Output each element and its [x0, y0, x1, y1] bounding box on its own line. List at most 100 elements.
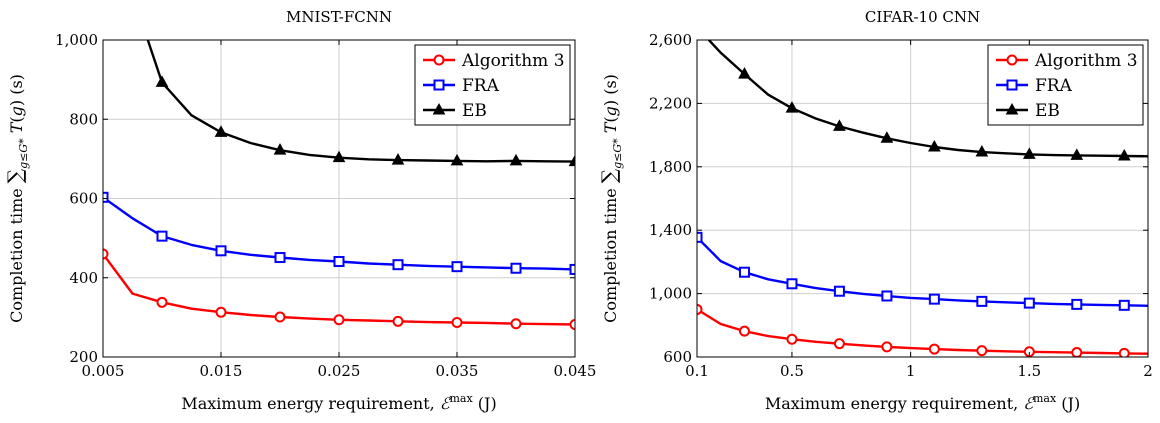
x-tick-label: 0.1: [685, 362, 709, 380]
chart-mnist-fcnn: 0.005 0.015 0.025 0.035 0.045 200 400 600 800 1,…: [3, 8, 596, 413]
data-point: [1117, 148, 1131, 161]
data-point: [392, 259, 404, 271]
series-eb: [146, 40, 575, 167]
y-tick-label: 1,000: [649, 285, 692, 303]
legend-label-eb: EB: [1035, 101, 1060, 121]
data-point: [510, 318, 522, 330]
data-point: [1022, 147, 1036, 159]
data-point: [1070, 148, 1084, 160]
y-axis-ticks: 600 1,000 1,400 1,800 2,200 2,600: [649, 31, 1148, 366]
data-point: [391, 153, 405, 165]
data-point: [975, 145, 989, 157]
x-tick-label: 0.025: [318, 362, 361, 380]
data-point: [214, 125, 228, 137]
data-point: [1023, 297, 1035, 309]
data-point: [928, 343, 940, 355]
series-algorithm-3: [697, 303, 1148, 357]
data-point: [103, 191, 109, 203]
series-line: [708, 40, 1148, 158]
data-point: [881, 290, 893, 302]
series-line: [146, 40, 575, 163]
data-point: [155, 75, 169, 87]
y-tick-label: 2,200: [649, 94, 692, 112]
data-point: [510, 262, 522, 274]
data-point: [1071, 298, 1083, 310]
x-axis-ticks: 0.005 0.015 0.025 0.035 0.045: [82, 40, 596, 380]
y-axis-label: Completion time ∑g≤G* T(g) (s): [3, 74, 30, 323]
legend: Algorithm 3 FRA EB: [414, 44, 571, 126]
data-point: [1118, 347, 1130, 357]
legend-marker: [433, 79, 445, 91]
legend-label-eb: EB: [462, 101, 487, 121]
data-point: [509, 153, 523, 166]
legend-marker: [1006, 79, 1018, 91]
x-tick-label: 1: [906, 362, 916, 380]
series-fra: [103, 191, 575, 275]
data-point: [156, 296, 168, 308]
data-point: [738, 325, 750, 337]
data-point: [1071, 347, 1083, 357]
data-point: [833, 338, 845, 350]
data-point: [569, 263, 575, 275]
series-line: [697, 308, 1148, 355]
data-point: [976, 345, 988, 357]
series-algorithm-3: [103, 248, 575, 331]
series-eb: [708, 40, 1148, 161]
data-point: [1118, 299, 1130, 311]
y-tick-label: 1,800: [649, 158, 692, 176]
data-point: [880, 131, 894, 143]
y-tick-label: 600: [69, 190, 98, 208]
data-point: [738, 266, 750, 278]
plot-area: [697, 40, 1148, 357]
data-point: [274, 311, 286, 323]
data-point: [697, 303, 703, 315]
legend-label-fra: FRA: [1035, 76, 1073, 96]
data-point: [786, 278, 798, 290]
data-point: [786, 333, 798, 345]
x-tick-label: 1.5: [1017, 362, 1041, 380]
legend-items: Algorithm 3 FRA EB: [996, 51, 1138, 121]
data-point: [156, 230, 168, 242]
plot-frame: [696, 39, 1149, 358]
legend-items: Algorithm 3 FRA EB: [423, 51, 565, 121]
data-point: [833, 285, 845, 297]
legend-marker: [1006, 54, 1018, 66]
x-axis-label: Maximum energy requirement, ℰmax (J): [181, 392, 496, 413]
data-point: [928, 139, 941, 152]
plot-area: [103, 40, 575, 331]
y-axis-ticks: 200 400 600 800 1,000: [55, 31, 575, 366]
y-axis-label: Completion time ∑g≤G* T(g) (s): [597, 74, 624, 323]
data-point: [881, 341, 893, 353]
x-tick-label: 0.005: [82, 362, 125, 380]
series-fra: [697, 231, 1148, 311]
y-tick-label: 600: [663, 348, 692, 366]
y-tick-label: 1,400: [649, 221, 692, 239]
data-point: [569, 319, 575, 331]
data-point: [451, 317, 463, 329]
legend-label-fra: FRA: [462, 76, 500, 96]
legend-marker: [433, 54, 445, 66]
legend-marker: [432, 102, 446, 115]
data-point: [332, 150, 346, 163]
data-point: [333, 256, 345, 268]
data-point: [451, 261, 463, 273]
x-tick-label: 0.035: [436, 362, 479, 380]
data-point: [697, 231, 703, 243]
x-tick-label: 0.5: [780, 362, 804, 380]
data-point: [333, 314, 345, 326]
data-point: [392, 315, 404, 327]
y-tick-label: 800: [69, 110, 98, 128]
data-point: [215, 245, 227, 257]
data-point: [274, 252, 286, 264]
chart-title: CIFAR-10 CNN: [865, 8, 980, 26]
data-point: [833, 119, 846, 131]
chart-cifar10-cnn: 0.1 0.5 1 1.5 2 600 1,000 1,400 1,800 2,200 2,600…: [597, 8, 1153, 413]
x-tick-label: 0.015: [200, 362, 243, 380]
x-axis-ticks: 0.1 0.5 1 1.5 2: [685, 40, 1153, 380]
legend-label-algorithm-3: Algorithm 3: [1034, 51, 1138, 71]
data-point: [976, 295, 988, 307]
legend: Algorithm 3 FRA EB: [987, 44, 1144, 126]
data-point: [928, 293, 940, 305]
